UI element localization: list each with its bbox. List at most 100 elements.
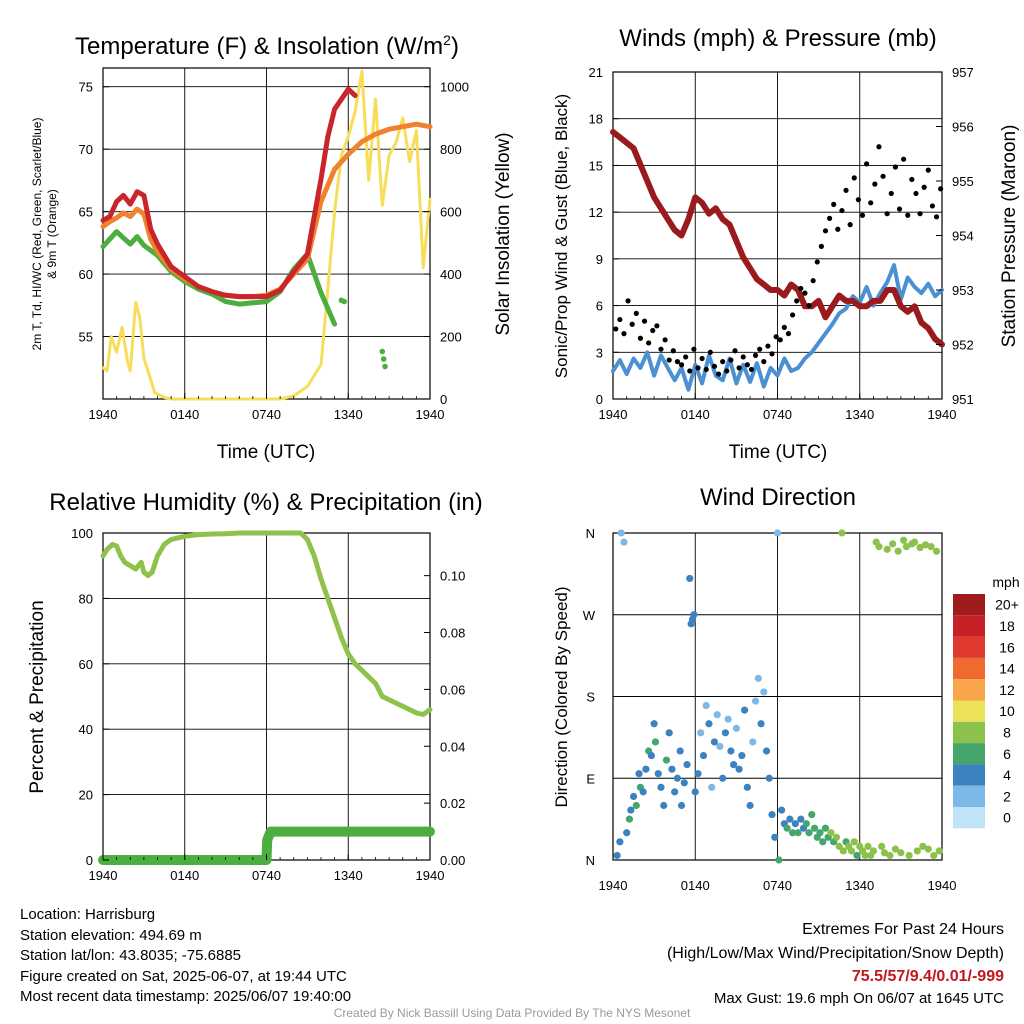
wind-direction-xtick-label: 0140 [681,878,710,893]
wind-direction-point [665,729,673,737]
winds-ytick-left-label: 12 [589,205,603,220]
humidity-ytick-right-label: 0.04 [440,739,465,754]
gust-point [691,346,697,352]
legend-title: mph [992,574,1019,590]
temperature-ytick-left-label: 75 [79,80,93,95]
gust-point [913,190,919,197]
wind-direction-point [730,761,738,769]
extremes-info: Extremes For Past 24 Hours (High/Low/Max… [667,918,1004,1008]
winds-xtick-label: 1340 [845,407,874,422]
legend-label: 20+ [995,597,1019,613]
wind-direction-ytick-label: S [586,690,595,705]
humidity-series-relative-humidity [100,530,433,717]
wind-direction-point [913,847,921,855]
wind-direction-point [802,820,810,828]
temperature-ytick-right-label: 200 [440,330,462,345]
humidity-ytick-left-label: 0 [86,853,93,868]
gust-point [625,298,631,304]
gust-point [703,366,709,373]
wind-direction-point [927,543,935,551]
gust-point [814,259,820,265]
winds-series-station-pressure [610,129,945,348]
gust-point [818,243,824,249]
humidity-title: Relative Humidity (%) & Precipitation (i… [49,489,482,516]
gust-point [629,321,635,327]
legend-swatch [953,594,985,616]
wind-direction-point [897,849,905,857]
wind-direction-point [919,842,927,850]
gust-point [650,327,656,334]
legend-swatch [953,721,985,744]
wind-direction-point [757,720,765,728]
winds-ytick-right-label: 951 [952,392,974,407]
gust-point [901,156,907,162]
wind-direction-point [839,847,847,855]
winds-ytick-right-label: 956 [952,120,974,135]
legend-label: 10 [999,703,1015,719]
winds-ytick-right-label: 954 [952,229,974,244]
temperature-ytick-right-label: 800 [440,142,462,157]
speed-legend: 20+ 18 16 14 12 10 8 6 4 2 0 [953,594,1019,829]
wind-direction-point [660,801,668,810]
wind-direction-point [705,720,713,728]
legend-swatch [953,615,985,637]
extremes-title: Extremes For Past 24 Hours [802,921,1004,938]
wind-direction-point [691,788,699,796]
extremes-values: 75.5/57/9.4/0.01/-999 [851,968,1004,985]
wind-direction-point [935,847,943,855]
humidity-panel: Relative Humidity (%) & Precipitation (i… [27,489,483,883]
wind-direction-point [639,788,647,796]
wind-direction-point [741,706,749,714]
gust-point [740,354,746,360]
wind-direction-point [617,529,625,537]
wind-direction-point [713,711,721,719]
gust-point [876,144,882,150]
wind-direction-point [847,847,856,855]
temperature-ytick-right-label: 1000 [440,80,469,95]
temperature-xtick-label: 1940 [416,407,445,422]
winds-ytick-right-label: 957 [952,65,974,80]
gust-point [781,324,787,330]
gust-point [839,207,845,214]
wind-direction-ytick-label: N [586,853,595,868]
wind-direction-point [635,770,643,778]
gust-point [938,186,944,192]
gust-point [752,352,759,358]
gust-point [802,290,808,296]
winds-panel: Winds (mph) & Pressure (mb) 0 3 6 9 12 15 18 21… [552,25,1020,463]
wind-direction-point [791,820,799,828]
gust-point [892,164,898,170]
gust-point [683,354,689,360]
wind-direction-point [716,742,724,751]
legend-label: 14 [999,661,1015,677]
wind-direction-point [654,770,662,778]
legend-label: 6 [1003,746,1011,762]
temperature-xlabel: Time (UTC) [217,442,316,463]
winds-ytick-right-label: 953 [952,283,974,298]
wind-direction-point [762,747,771,755]
wind-direction-point [727,747,735,755]
wind-direction-point [668,765,676,773]
winds-ylabel-left: Sonic/Prop Wind & Gust (Blue, Black) [552,94,571,378]
temperature-xtick-label: 1340 [334,407,363,422]
wind-direction-panel: Wind Direction N E S W N 1940 0140 0740 1340 194… [552,484,1020,893]
humidity-ytick-left-label: 100 [71,526,93,541]
temperature-ytick-left-label: 60 [79,267,93,282]
gust-point [810,278,816,284]
humidity-ytick-left-label: 60 [79,657,93,672]
gust-point [888,190,894,197]
gust-point [641,318,648,324]
temperature-ytick-right-label: 0 [440,392,447,407]
temperature-ylabel-left-2: & 9m T (Orange) [45,189,59,279]
wind-direction-point [697,729,705,737]
legend-swatch [953,657,985,680]
wind-direction-point [794,829,802,837]
gust-point [621,331,627,337]
gust-point [864,161,870,167]
wind-direction-point [760,688,768,696]
gust-point [925,167,931,173]
wind-direction-point [650,720,658,728]
gust-point [769,351,775,357]
wind-direction-ytick-label: N [586,526,595,541]
